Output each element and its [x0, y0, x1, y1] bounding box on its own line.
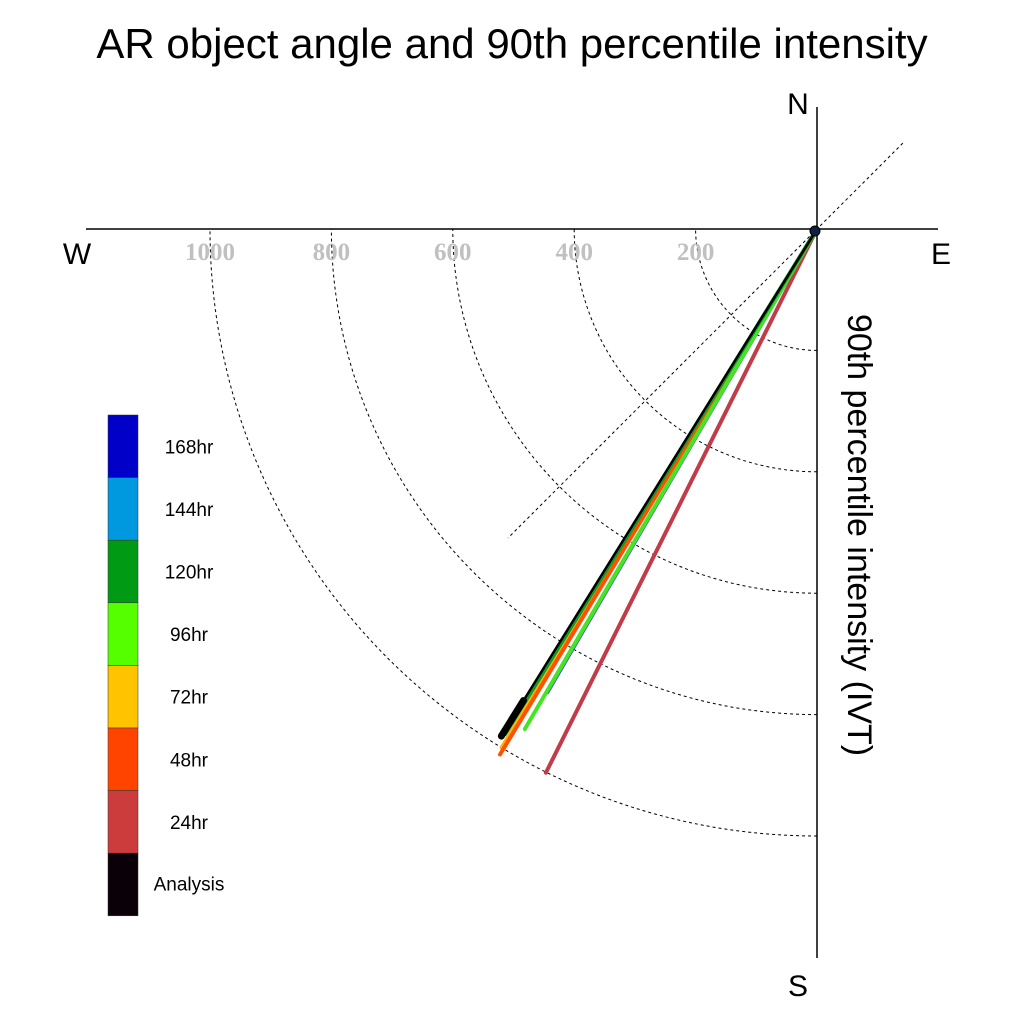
grid-arc-200 [695, 228, 818, 351]
legend-swatch-120hr [107, 539, 139, 604]
compass-east: E [931, 238, 951, 271]
chart-title: AR object angle and 90th percentile inte… [96, 20, 927, 67]
radial-tick-label: 800 [313, 239, 351, 266]
series-lines [497, 225, 821, 775]
series-line-analysis [500, 227, 819, 738]
legend-swatch-48hr [107, 727, 139, 791]
radial-tick-label: 200 [677, 239, 715, 266]
compass-axes: N S E W [63, 88, 951, 1003]
y-axis-label: 90th percentile intensity (IVT) [840, 314, 878, 756]
legend-swatch-168hr [107, 414, 139, 478]
legend-swatch-24hr [107, 790, 139, 854]
legend-label-48hr: 48hr [170, 750, 209, 771]
legend-swatch-144hr [107, 477, 139, 541]
legend-swatch-72hr [107, 665, 139, 729]
legend-label-120hr: 120hr [165, 563, 214, 584]
legend-label-Analysis: Analysis [154, 875, 225, 896]
radial-tick-label: 600 [434, 239, 472, 266]
radial-tick-label: 1000 [185, 239, 235, 266]
grid-arc-1000 [209, 228, 818, 837]
series-line-analysis-tail [497, 697, 527, 740]
legend-swatch-96hr [107, 602, 139, 666]
legend-label-168hr: 168hr [165, 437, 214, 458]
radial-tick-label: 400 [555, 239, 593, 266]
origin-marker [809, 225, 821, 237]
legend-label-144hr: 144hr [165, 500, 214, 521]
legend-label-72hr: 72hr [170, 688, 209, 709]
legend-label-24hr: 24hr [170, 813, 209, 834]
compass-south: S [788, 970, 808, 1003]
grid-arc-800 [330, 228, 818, 716]
legend-swatch-Analysis [107, 852, 139, 917]
compass-north: N [787, 88, 809, 121]
grid-arc-400 [573, 228, 818, 473]
series-line-24hr [543, 227, 819, 775]
compass-west: W [63, 238, 92, 271]
radial-tick-labels: 200 400 600 800 1000 [185, 239, 714, 266]
grid-arc-600 [452, 228, 818, 594]
legend-label-96hr: 96hr [170, 625, 209, 646]
series-line-96hr [522, 227, 819, 731]
legend: 168hr 144hr 120hr 96hr 72hr 48hr 24hr Analysis [107, 414, 225, 917]
polar-grid [209, 142, 904, 837]
